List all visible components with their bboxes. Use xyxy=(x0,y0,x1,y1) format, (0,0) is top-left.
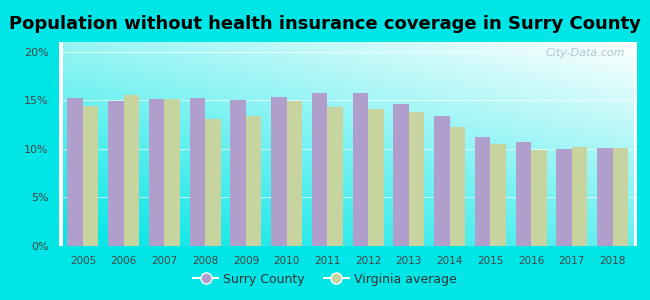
Bar xyxy=(556,149,572,246)
Bar xyxy=(271,98,287,246)
Bar xyxy=(597,148,612,246)
Bar xyxy=(205,119,220,246)
Bar xyxy=(108,101,124,246)
Bar xyxy=(230,100,246,246)
Bar xyxy=(164,99,180,246)
Bar xyxy=(490,144,506,246)
Bar xyxy=(515,142,531,246)
Bar xyxy=(368,109,384,246)
Bar xyxy=(287,101,302,246)
Bar xyxy=(124,95,139,246)
Bar xyxy=(393,104,409,246)
Text: Population without health insurance coverage in Surry County: Population without health insurance cove… xyxy=(9,15,641,33)
Bar xyxy=(190,98,205,246)
Bar xyxy=(531,150,547,246)
Bar xyxy=(149,99,164,246)
Bar xyxy=(475,137,490,246)
Bar xyxy=(83,106,98,246)
Bar xyxy=(450,127,465,246)
Bar xyxy=(312,94,328,246)
Legend: Surry County, Virginia average: Surry County, Virginia average xyxy=(188,268,462,291)
Bar xyxy=(246,116,261,246)
Bar xyxy=(434,116,450,246)
Bar xyxy=(353,92,368,246)
Bar xyxy=(68,98,83,246)
Bar xyxy=(612,148,628,246)
Text: City-Data.com: City-Data.com xyxy=(546,48,625,58)
Bar xyxy=(572,147,588,246)
Bar xyxy=(409,112,424,246)
Bar xyxy=(328,107,343,246)
